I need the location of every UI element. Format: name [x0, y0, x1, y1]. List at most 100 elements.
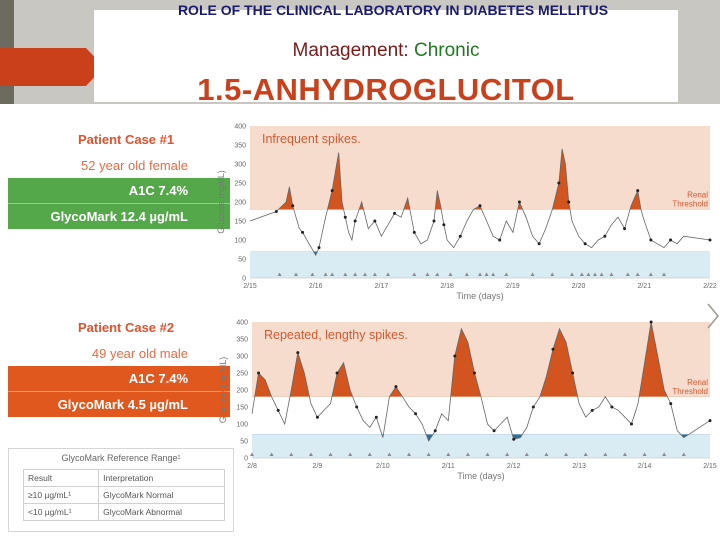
event-marker [435, 272, 440, 276]
glucose-reading-point [551, 347, 555, 351]
y-tick-label: 300 [234, 162, 246, 169]
x-tick-label: 2/8 [247, 463, 257, 470]
event-marker [622, 452, 627, 456]
event-marker [586, 272, 591, 276]
table-row: ≥10 µg/mL¹ GlycoMark Normal [22, 486, 225, 504]
x-tick-label: 2/10 [376, 463, 390, 470]
glucose-reading-point [414, 412, 418, 416]
glucose-reading-point [394, 385, 398, 389]
glucose-reading-point [583, 242, 587, 246]
event-marker [599, 272, 604, 276]
renal-threshold-label: Threshold [672, 200, 708, 209]
red-arrow-decoration [0, 48, 104, 86]
big-title: 1.5-ANHYDROGLUCITOL [197, 72, 575, 107]
y-tick-label: 400 [236, 320, 248, 327]
glucose-reading-point [296, 351, 300, 355]
event-marker [570, 272, 574, 276]
reference-cell: ≥10 µg/mL¹ [22, 486, 100, 504]
event-marker [484, 272, 489, 276]
x-tick-label: 2/17 [375, 283, 389, 290]
event-marker [310, 272, 315, 276]
event-marker [550, 272, 555, 276]
x-tick-label: 2/15 [243, 283, 257, 290]
glucose-reading-point [636, 189, 640, 193]
y-tick-label: 0 [244, 456, 248, 463]
x-tick-label: 2/18 [440, 283, 454, 290]
case-1-desc: 52 year old female [81, 158, 188, 173]
glucose-reading-point [291, 204, 295, 208]
subtitle-highlight: Chronic [413, 40, 480, 61]
event-marker [330, 272, 335, 276]
glucose-reading-point [649, 238, 653, 242]
high-glucose-band [252, 322, 710, 397]
y-tick-label: 350 [236, 337, 248, 344]
event-marker [583, 452, 588, 456]
case-1-title: Patient Case #1 [78, 132, 175, 147]
glucose-reading-point [343, 215, 347, 219]
glucose-reading-point [512, 437, 516, 441]
event-marker [353, 272, 358, 276]
glucose-reading-point [708, 238, 712, 242]
low-glucose-band [252, 434, 710, 458]
y-tick-label: 200 [236, 388, 248, 395]
y-axis-label: Glucose mg/dL) [216, 170, 226, 234]
glucose-reading-point [623, 227, 627, 231]
event-marker [662, 272, 666, 276]
x-tick-label: 2/13 [572, 463, 586, 470]
glucose-reading-point [498, 238, 502, 242]
event-marker [609, 272, 614, 276]
event-marker [635, 272, 640, 276]
glucose-reading-point [257, 371, 261, 375]
y-tick-label: 150 [234, 219, 246, 226]
table-row: Result Interpretation [22, 469, 225, 487]
high-glucose-band [250, 126, 710, 210]
event-marker [505, 452, 510, 456]
event-marker [603, 452, 608, 456]
glucose-reading-point [458, 234, 462, 238]
glucose-reading-point [315, 415, 319, 419]
event-marker [250, 452, 254, 456]
glucose-reading-point [610, 405, 614, 409]
event-marker [343, 272, 348, 276]
event-marker [524, 452, 529, 456]
glucose-reading-point [373, 219, 377, 223]
event-marker [504, 272, 509, 276]
event-marker [277, 272, 282, 276]
reference-table: Result Interpretation ≥10 µg/mL¹ GlycoMa… [22, 469, 225, 521]
glucose-reading-point [669, 238, 673, 242]
event-marker [425, 272, 430, 276]
y-tick-label: 50 [240, 439, 248, 446]
x-tick-label: 2/14 [638, 463, 652, 470]
glucose-chart-case-2: 0 50 100 150 200 250 300 350 400 2/8 2/9 2/10 2/11 2/… [218, 320, 717, 482]
y-tick-label: 400 [234, 124, 246, 131]
reference-cell: <10 µg/mL¹ [22, 503, 100, 521]
event-marker [579, 272, 584, 276]
glucose-reading-point [537, 242, 541, 246]
event-marker [485, 452, 490, 456]
event-marker [289, 452, 294, 456]
glucose-trace-line [249, 148, 711, 257]
event-marker [269, 452, 274, 456]
glucose-reading-point [453, 354, 457, 358]
glucose-reading-point [412, 230, 416, 234]
x-axis-label: Time (days) [457, 471, 504, 481]
case-1-a1c: A1C 7.4% [8, 178, 230, 203]
event-marker [478, 272, 482, 276]
slide-title: ROLE OF THE CLINICAL LABORATORY IN DIABE… [177, 2, 609, 18]
reference-cell: GlycoMark Abnormal [98, 503, 225, 521]
event-marker [662, 452, 667, 456]
glucose-reading-point [374, 415, 378, 419]
glucose-reading-point [590, 408, 594, 412]
y-tick-label: 250 [236, 371, 248, 378]
y-tick-label: 300 [236, 354, 248, 361]
x-tick-label: 2/12 [507, 463, 521, 470]
case-2-glycomark: GlycoMark 4.5 µg/mL [8, 391, 230, 417]
y-tick-label: 250 [234, 181, 246, 188]
y-tick-label: 150 [236, 405, 248, 412]
glucose-reading-point [531, 405, 535, 409]
event-marker [681, 452, 686, 456]
event-marker [323, 272, 328, 276]
event-marker [544, 452, 549, 456]
glucose-reading-point [433, 429, 437, 433]
event-marker [625, 272, 630, 276]
